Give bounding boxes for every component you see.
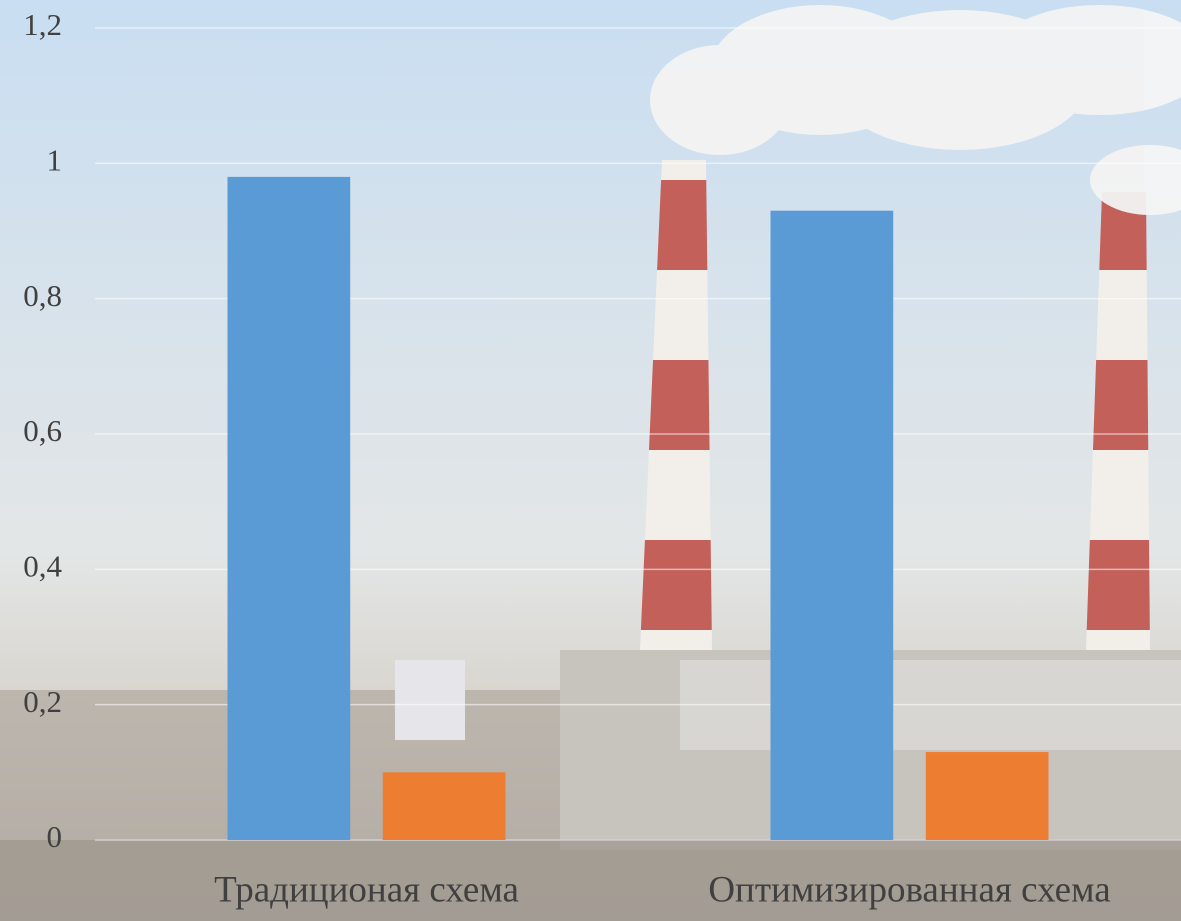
x-tick-label: Традиционая схема <box>214 869 519 910</box>
y-tick-label: 0,2 <box>23 684 62 719</box>
y-tick-label: 1,2 <box>23 7 62 42</box>
y-tick-label: 0,8 <box>23 278 62 313</box>
y-tick-label: 0 <box>47 819 63 854</box>
bar <box>770 210 894 840</box>
y-tick-label: 1 <box>47 142 63 177</box>
bar <box>382 772 506 840</box>
y-tick-label: 0,4 <box>23 548 62 583</box>
bar <box>227 176 351 840</box>
y-tick-label: 0,6 <box>23 413 62 448</box>
x-tick-label: Оптимизированная схема <box>708 869 1110 910</box>
bar <box>925 752 1049 840</box>
